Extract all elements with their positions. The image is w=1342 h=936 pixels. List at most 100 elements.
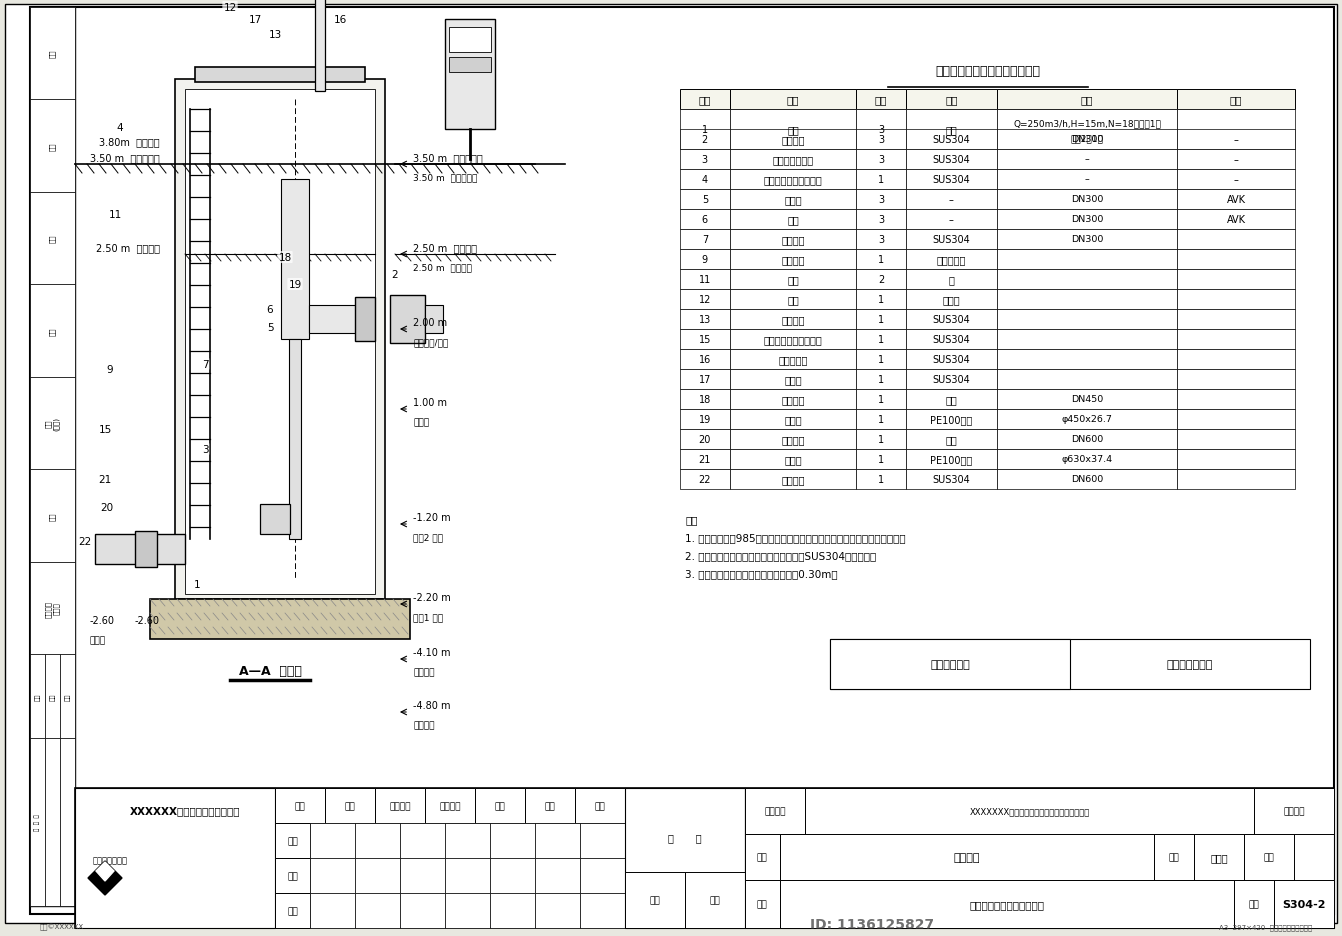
Text: 12: 12	[699, 295, 711, 305]
Bar	[906, 470, 997, 490]
Circle shape	[337, 301, 373, 338]
Text: 水泵不锈钢导管: 水泵不锈钢导管	[773, 154, 813, 165]
Bar	[829, 639, 1070, 689]
Bar	[400, 893, 446, 928]
Bar	[997, 150, 1177, 169]
Bar	[1177, 329, 1295, 350]
Text: 3: 3	[878, 235, 884, 244]
Text: 20: 20	[699, 434, 711, 445]
Bar	[906, 410, 997, 430]
Text: 铸铁: 铸铁	[946, 124, 957, 135]
Bar	[680, 229, 730, 250]
Bar	[150, 599, 411, 639]
Text: 备       注: 备 注	[668, 832, 702, 842]
Bar	[856, 90, 906, 110]
Bar	[856, 190, 906, 210]
Text: 18: 18	[278, 253, 291, 263]
Bar	[906, 90, 997, 110]
Bar	[856, 449, 906, 470]
Bar	[1274, 880, 1334, 928]
Bar	[425, 306, 443, 333]
Bar	[745, 834, 780, 880]
Bar	[1177, 130, 1295, 150]
Text: 自耦底座: 自耦底座	[781, 135, 805, 145]
Text: –: –	[1233, 135, 1239, 145]
Bar	[680, 370, 730, 389]
Text: 2.50 m  现状地面: 2.50 m 现状地面	[413, 242, 476, 253]
Text: 15: 15	[98, 425, 111, 434]
Bar	[856, 329, 906, 350]
Bar	[446, 858, 490, 893]
Text: 注：: 注：	[684, 515, 698, 524]
Bar	[490, 858, 535, 893]
Text: 复合管道: 复合管道	[781, 475, 805, 485]
Text: 9: 9	[106, 365, 113, 374]
Text: 出图负责人章: 出图负责人章	[930, 659, 970, 669]
Bar	[680, 110, 730, 150]
Text: 3: 3	[878, 124, 884, 135]
Bar	[906, 130, 997, 150]
Bar	[906, 210, 997, 229]
Bar	[856, 130, 906, 150]
Text: AVK: AVK	[1227, 195, 1245, 205]
Text: 版权©XXXXXX: 版权©XXXXXX	[40, 923, 85, 930]
Text: 13: 13	[699, 314, 711, 325]
Bar	[450, 58, 491, 73]
Bar	[1177, 110, 1295, 150]
Bar	[680, 150, 730, 169]
Bar	[856, 150, 906, 169]
Text: 编号: 编号	[699, 95, 711, 105]
Text: -2.60: -2.60	[90, 615, 115, 625]
Bar	[856, 430, 906, 449]
Bar	[446, 893, 490, 928]
Text: 版次: 版次	[650, 896, 660, 904]
Bar	[490, 893, 535, 928]
Bar	[906, 310, 997, 329]
Bar	[289, 340, 301, 539]
Text: 项目: 项目	[757, 853, 768, 861]
Bar	[856, 210, 906, 229]
Text: 13: 13	[268, 30, 282, 40]
Bar	[805, 788, 1253, 834]
Bar	[730, 169, 856, 190]
Polygon shape	[89, 861, 122, 895]
Bar	[356, 298, 374, 342]
Text: 柔性接头: 柔性接头	[781, 434, 805, 445]
Text: 项目负责: 项目负责	[389, 801, 411, 811]
Bar	[1177, 370, 1295, 389]
Text: XXXXXX市城市规划设计研究院: XXXXXX市城市规划设计研究院	[130, 805, 240, 815]
Text: 泵架2 液位: 泵架2 液位	[413, 533, 443, 541]
Bar	[730, 470, 856, 490]
Bar	[1194, 834, 1244, 880]
Bar	[310, 823, 356, 858]
Text: -1.20 m: -1.20 m	[413, 512, 451, 522]
Bar	[906, 229, 997, 250]
Bar	[680, 130, 730, 150]
Text: DN300: DN300	[1071, 196, 1103, 204]
Bar	[730, 210, 856, 229]
Text: 停泵液位: 停泵液位	[413, 667, 435, 677]
Text: 3.80m  规标顶部: 3.80m 规标顶部	[99, 137, 160, 147]
Text: –: –	[949, 214, 954, 225]
Text: SUS304: SUS304	[933, 335, 970, 344]
Bar	[30, 470, 75, 563]
Bar	[856, 250, 906, 270]
Bar	[997, 90, 1177, 110]
Text: 成品泵房工艺设计图（二）: 成品泵房工艺设计图（二）	[969, 899, 1044, 909]
Text: 3.50 m  规成后地面: 3.50 m 规成后地面	[413, 173, 478, 182]
Bar	[356, 858, 400, 893]
Text: 1: 1	[878, 455, 884, 464]
Text: 图名: 图名	[757, 899, 768, 909]
Text: 3.50 m  规成后地面: 3.50 m 规成后地面	[90, 153, 160, 163]
Text: 规格: 规格	[1080, 95, 1094, 105]
Text: 年  审  制: 年 审 制	[35, 813, 40, 830]
Bar	[730, 190, 856, 210]
Text: 安全格栅: 安全格栅	[781, 314, 805, 325]
Bar	[997, 410, 1177, 430]
Text: 选配2用1备: 选配2用1备	[1071, 134, 1103, 143]
Bar	[30, 563, 75, 654]
Text: A3  297×420  知名企业出品版权保护: A3 297×420 知名企业出品版权保护	[1219, 924, 1312, 930]
Text: 结构: 结构	[50, 512, 56, 520]
Text: 1. 图中水泵采用985专用泵房产品。尺寸中部标南纬度定制，具有可创性。: 1. 图中水泵采用985专用泵房产品。尺寸中部标南纬度定制，具有可创性。	[684, 533, 906, 543]
Text: 1: 1	[878, 374, 884, 385]
